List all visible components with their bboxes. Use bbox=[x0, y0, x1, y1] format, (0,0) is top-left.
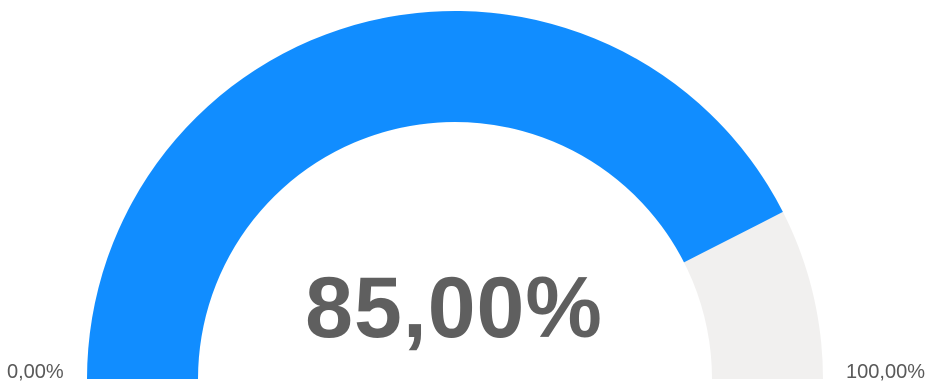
gauge-min-label: 0,00% bbox=[7, 361, 64, 383]
gauge-max-label: 100,00% bbox=[846, 361, 925, 383]
gauge-fill[interactable] bbox=[87, 11, 783, 379]
gauge-value-label: 85,00% bbox=[305, 260, 603, 356]
